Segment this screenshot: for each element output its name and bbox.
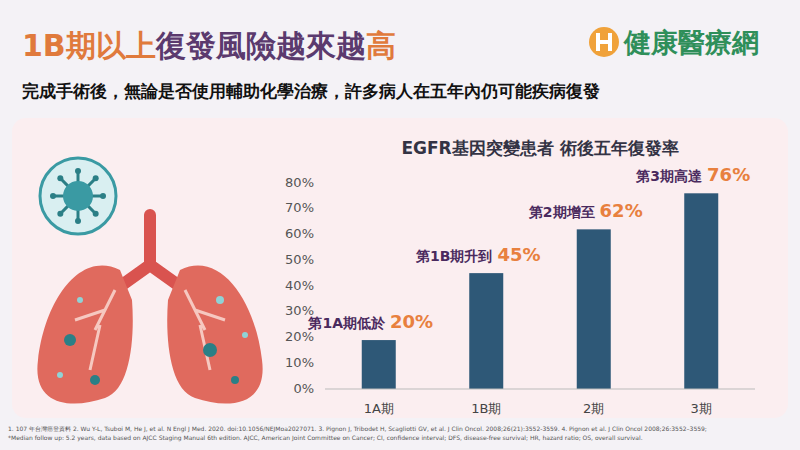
virus-spike-tip xyxy=(75,218,81,224)
bar xyxy=(577,229,611,389)
annotation: 第3期高達76% xyxy=(635,164,750,185)
virus-spike-tip xyxy=(75,168,81,174)
annotation-text: 第3期高達 xyxy=(635,168,703,184)
title-part: 復發風險越來越 xyxy=(155,28,366,63)
virus-spike-tip xyxy=(57,211,63,217)
lung-spot xyxy=(216,296,224,304)
logo: 健康醫療網 xyxy=(589,27,759,58)
annotation: 第1B期升到 45% xyxy=(415,244,541,265)
title-part: 1B期以上 xyxy=(22,28,156,63)
lung-spot xyxy=(242,332,248,338)
footnote: 1. 107 年台灣癌登資料 2. Wu Y-L, Tsuboi M, He J… xyxy=(8,425,707,433)
virus-spike-tip xyxy=(100,193,106,199)
page-title: 1B期以上復發風險越來越高 xyxy=(22,28,396,63)
logo-icon xyxy=(589,27,619,57)
virus-body xyxy=(63,181,93,211)
trachea xyxy=(115,215,185,290)
annotation-value: 20% xyxy=(390,311,433,332)
y-tick-label: 60% xyxy=(285,226,314,241)
x-tick-label: 2期 xyxy=(583,401,604,416)
lung-spot xyxy=(57,372,63,378)
annotation-value: 45% xyxy=(497,244,540,265)
y-tick-label: 80% xyxy=(285,175,314,190)
footnote: *Median follow up: 5.2 years, data based… xyxy=(8,434,643,442)
lung-spot xyxy=(231,376,239,384)
y-tick-label: 10% xyxy=(285,355,314,370)
annotation-value: 62% xyxy=(600,200,643,221)
lung-left xyxy=(37,266,132,404)
logo-text: 健康醫療網 xyxy=(623,27,759,58)
lung-spot xyxy=(90,375,100,385)
x-tick-label: 1A期 xyxy=(364,401,394,416)
subtitle: 完成手術後，無論是否使用輔助化學治療，許多病人在五年內仍可能疾病復發 xyxy=(22,81,600,101)
bar xyxy=(469,273,503,389)
lung-right xyxy=(167,266,262,404)
lung-spot xyxy=(64,334,76,346)
virus-badge xyxy=(40,158,116,234)
annotation-value: 76% xyxy=(707,164,750,185)
y-tick-label: 0% xyxy=(293,381,314,396)
annotation-text: 第2期增至 xyxy=(528,204,595,220)
lung-spot xyxy=(77,297,83,303)
annotation: 第2期增至 62% xyxy=(528,200,643,221)
logo-icon-bar xyxy=(596,40,612,44)
x-axis xyxy=(325,389,755,390)
page: 1B期以上復發風險越來越高完成手術後，無論是否使用輔助化學治療，許多病人在五年內… xyxy=(0,0,800,450)
y-tick-label: 20% xyxy=(285,329,314,344)
panel xyxy=(12,118,788,418)
lung-illustration xyxy=(37,158,262,404)
virus-spike-tip xyxy=(93,211,99,217)
x-tick-label: 1B期 xyxy=(471,401,501,416)
annotation-text: 第1B期升到 xyxy=(415,248,492,264)
background xyxy=(0,0,800,450)
bar xyxy=(684,193,718,389)
virus-spike-tip xyxy=(93,175,99,181)
title-part: 高 xyxy=(366,28,396,63)
annotation-text: 第1A期低於 xyxy=(307,315,386,331)
bars xyxy=(362,193,719,389)
y-tick-label: 70% xyxy=(285,200,314,215)
y-tick-label: 50% xyxy=(285,252,314,267)
y-tick-label: 40% xyxy=(285,278,314,293)
lung-spot xyxy=(203,343,217,357)
virus-spike-tip xyxy=(50,193,56,199)
virus-spike-tip xyxy=(57,175,63,181)
bar xyxy=(362,340,396,389)
bronchi xyxy=(75,290,225,370)
x-tick-label: 3期 xyxy=(691,401,712,416)
chart-title: EGFR基因突變患者 術後五年復發率 xyxy=(401,138,678,158)
annotation: 第1A期低於20% xyxy=(307,311,433,332)
